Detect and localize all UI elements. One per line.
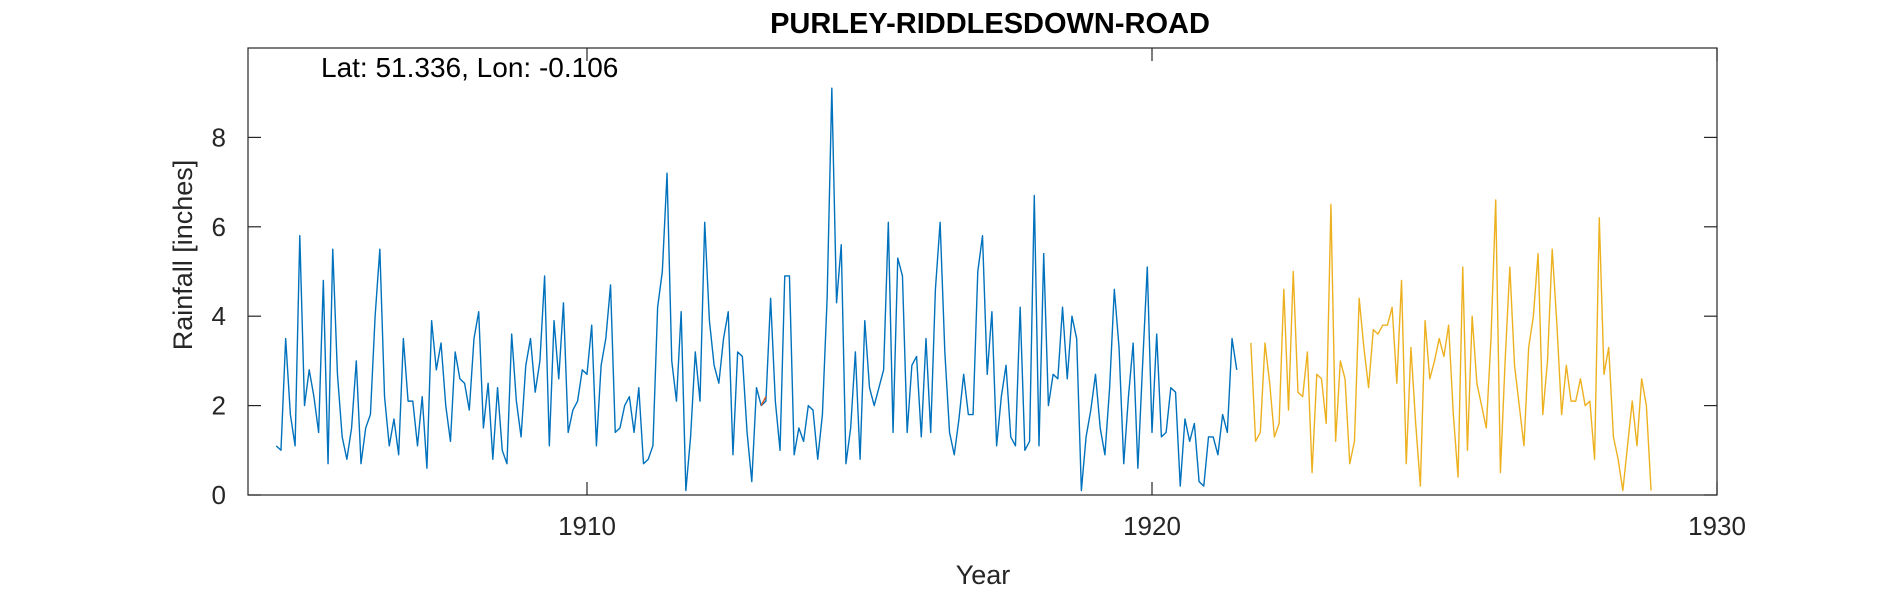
x-tick-label: 1910	[558, 511, 616, 541]
y-tick-label: 6	[212, 212, 226, 242]
y-tick-label: 0	[212, 480, 226, 510]
location-annotation: Lat: 51.336, Lon: -0.106	[321, 52, 618, 83]
series-line-1	[275, 87, 1238, 492]
y-tick-label: 4	[212, 301, 226, 331]
x-tick-label: 1930	[1688, 511, 1746, 541]
x-axis-label: Year	[956, 560, 1011, 590]
series-line-3	[760, 396, 767, 406]
plot-area	[275, 87, 1652, 492]
y-axis-label: Rainfall [inches]	[168, 160, 198, 351]
axes: 1910 1920 1930 0 2 4 6 8	[212, 47, 1746, 541]
x-tick-label: 1920	[1123, 511, 1181, 541]
plot-frame	[247, 47, 1718, 496]
y-tick-label: 2	[212, 391, 226, 421]
y-tick-label: 8	[212, 122, 226, 152]
chart-title: PURLEY-RIDDLESDOWN-ROAD	[770, 8, 1210, 40]
series-line-2	[1250, 199, 1652, 492]
